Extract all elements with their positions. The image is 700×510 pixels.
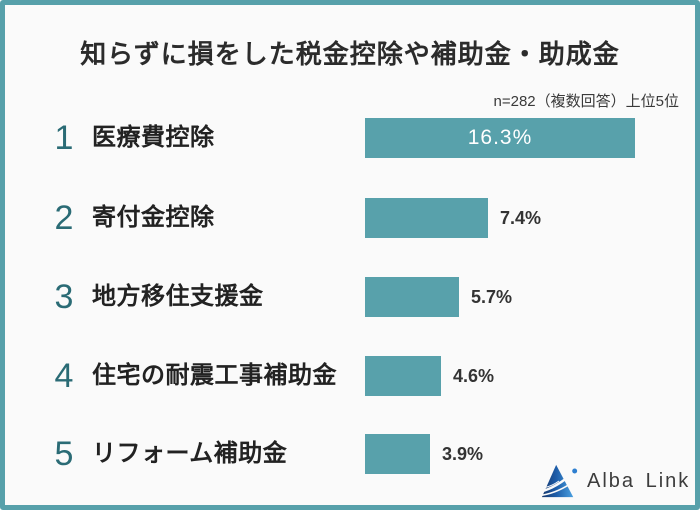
albalink-logo-icon <box>540 462 578 500</box>
chart-row: 2 寄付金控除 7.4% <box>0 198 700 238</box>
rank-number: 4 <box>54 357 74 395</box>
rank-number: 3 <box>54 278 74 316</box>
value-bar <box>365 434 430 474</box>
chart-row: 4 住宅の耐震工事補助金 4.6% <box>0 356 700 396</box>
category-label: リフォーム補助金 <box>92 440 288 467</box>
value-label: 4.6% <box>453 366 495 386</box>
brand-name: Alba Link <box>587 469 691 492</box>
chart-row: 1 医療費控除 16.3% <box>0 118 700 158</box>
value-bar <box>365 198 488 238</box>
category-label: 寄付金控除 <box>92 204 215 231</box>
value-label: 3.9% <box>442 444 484 464</box>
sample-size-note: n=282（複数回答）上位5位 <box>493 93 679 110</box>
rank-number: 2 <box>54 199 74 237</box>
brand-footer: Alba Link <box>540 461 690 501</box>
category-label: 地方移住支援金 <box>92 283 264 310</box>
value-bar <box>365 277 459 317</box>
rank-number: 5 <box>54 435 74 473</box>
rank-number: 1 <box>54 119 74 157</box>
value-label: 16.3% <box>467 126 533 149</box>
category-label: 医療費控除 <box>92 124 215 151</box>
chart-row: 5 リフォーム補助金 3.9% <box>0 434 700 474</box>
value-label: 7.4% <box>500 208 542 228</box>
value-label: 5.7% <box>471 287 513 307</box>
chart-title: 知らずに損をした税金控除や補助金・助成金 <box>80 39 620 69</box>
chart-row: 3 地方移住支援金 5.7% <box>0 277 700 317</box>
value-bar <box>365 356 441 396</box>
category-label: 住宅の耐震工事補助金 <box>92 362 337 389</box>
value-bar: 16.3% <box>365 118 635 158</box>
